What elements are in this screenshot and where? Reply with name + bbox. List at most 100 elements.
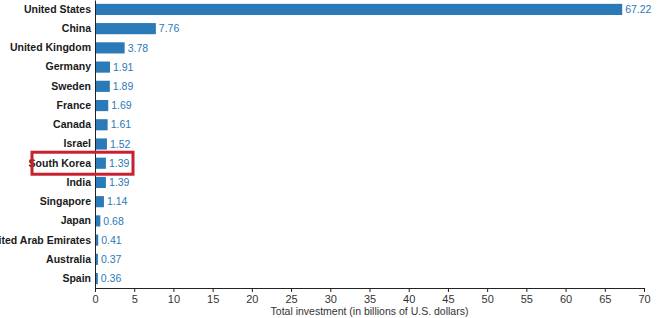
data-label: 0.37 — [101, 253, 122, 265]
data-label: 67.22 — [625, 3, 651, 15]
data-labels: 67.227.763.781.911.891.691.611.521.391.3… — [101, 3, 652, 284]
y-axis: United States China United Kingdom Germany S… — [0, 1, 96, 289]
x-tick-mark — [173, 288, 174, 292]
x-tick-label: 30 — [325, 293, 337, 305]
x-tick-mark — [605, 288, 606, 292]
y-tick-label: United States — [24, 3, 91, 15]
x-tick-mark — [134, 288, 135, 292]
x-tick-mark — [213, 288, 214, 292]
bar — [95, 138, 107, 149]
y-tick: Israel — [64, 137, 92, 149]
y-tick: Singapore — [40, 195, 92, 207]
data-label: 1.39 — [109, 176, 130, 188]
x-axis-title: Total investment (in billions of U.S. do… — [271, 305, 469, 317]
x-tick-mark — [252, 288, 253, 292]
plot: 67.227.763.781.911.891.691.611.521.391.3… — [0, 1, 652, 305]
y-tick-label: India — [66, 176, 91, 188]
x-tick-label: 50 — [482, 293, 494, 305]
x-tick-label: 65 — [599, 293, 611, 305]
x-tick: 20 — [246, 288, 258, 305]
x-tick-label: 10 — [168, 293, 180, 305]
x-tick: 30 — [325, 288, 337, 305]
y-tick: Canada — [53, 118, 91, 130]
x-tick-mark — [526, 288, 527, 292]
x-tick: 10 — [168, 288, 180, 305]
y-tick-label: United Arab Emirates — [0, 233, 91, 245]
bar — [95, 62, 110, 73]
x-tick: 40 — [403, 288, 415, 305]
y-tick: United States — [24, 3, 91, 15]
y-tick-label: Australia — [46, 253, 91, 265]
y-tick-label: Germany — [45, 60, 91, 72]
x-tick-label: 45 — [442, 293, 454, 305]
y-tick: Japan — [61, 214, 91, 226]
x-tick: 35 — [364, 288, 376, 305]
x-tick-label: 40 — [403, 293, 415, 305]
data-label: 1.61 — [111, 118, 132, 130]
x-tick: 25 — [285, 288, 297, 305]
y-tick: India — [66, 176, 91, 188]
y-tick-label: Israel — [64, 137, 92, 149]
bar — [95, 158, 106, 169]
y-tick: Spain — [62, 272, 91, 284]
data-label: 1.52 — [110, 138, 131, 150]
x-tick: 45 — [442, 288, 454, 305]
data-label: 0.36 — [101, 272, 122, 284]
data-label: 0.68 — [103, 215, 124, 227]
x-tick-mark — [644, 288, 645, 292]
y-tick-label: United Kingdom — [10, 41, 91, 53]
bar — [95, 42, 125, 53]
data-label: 1.91 — [113, 61, 134, 73]
bars — [95, 4, 622, 284]
x-tick-mark — [487, 288, 488, 292]
data-label: 1.89 — [113, 80, 134, 92]
x-tick-label: 15 — [207, 293, 219, 305]
x-tick: 60 — [560, 288, 572, 305]
x-tick: 50 — [482, 288, 494, 305]
x-tick-label: 25 — [285, 293, 297, 305]
x-tick-label: 20 — [246, 293, 258, 305]
x-tick: 15 — [207, 288, 219, 305]
x-tick: 70 — [638, 288, 650, 305]
y-tick: South Korea — [29, 157, 92, 169]
y-tick: China — [62, 22, 91, 34]
x-tick-mark — [330, 288, 331, 292]
y-tick-label: France — [57, 99, 92, 111]
highlight-box — [32, 152, 133, 174]
y-tick-label: Canada — [53, 118, 91, 130]
chart: 67.227.763.781.911.891.691.611.521.391.3… — [0, 0, 658, 318]
bar — [95, 100, 108, 111]
x-tick-mark — [448, 288, 449, 292]
y-tick-label: South Korea — [29, 157, 92, 169]
x-axis: 0 5 10 15 20 25 30 35 40 45 50 55 60 65 70 — [92, 288, 650, 305]
x-tick-label: 60 — [560, 293, 572, 305]
data-label: 1.39 — [109, 157, 130, 169]
x-tick-mark — [370, 288, 371, 292]
x-tick: 55 — [521, 288, 533, 305]
x-tick-mark — [95, 288, 96, 292]
y-tick: Sweden — [51, 80, 91, 92]
data-label: 0.41 — [101, 234, 122, 246]
y-tick-label: Spain — [62, 272, 91, 284]
bar — [95, 81, 110, 92]
data-label: 1.69 — [111, 99, 132, 111]
y-tick: Australia — [46, 253, 91, 265]
x-tick-label: 0 — [92, 293, 98, 305]
x-tick: 5 — [132, 288, 138, 305]
x-tick-label: 5 — [132, 293, 138, 305]
y-tick: United Arab Emirates — [0, 233, 91, 245]
bar — [95, 23, 156, 34]
x-axis-line — [96, 289, 645, 293]
x-tick-label: 70 — [638, 293, 650, 305]
x-tick-mark — [409, 288, 410, 292]
bar — [95, 119, 108, 130]
y-axis-line — [95, 1, 96, 289]
y-tick-label: Sweden — [51, 80, 91, 92]
y-tick: United Kingdom — [10, 41, 91, 53]
x-tick: 0 — [92, 288, 98, 305]
bar — [95, 177, 106, 188]
data-label: 1.14 — [107, 195, 128, 207]
bar — [95, 196, 104, 207]
y-tick-label: Singapore — [40, 195, 92, 207]
x-tick-mark — [291, 288, 292, 292]
